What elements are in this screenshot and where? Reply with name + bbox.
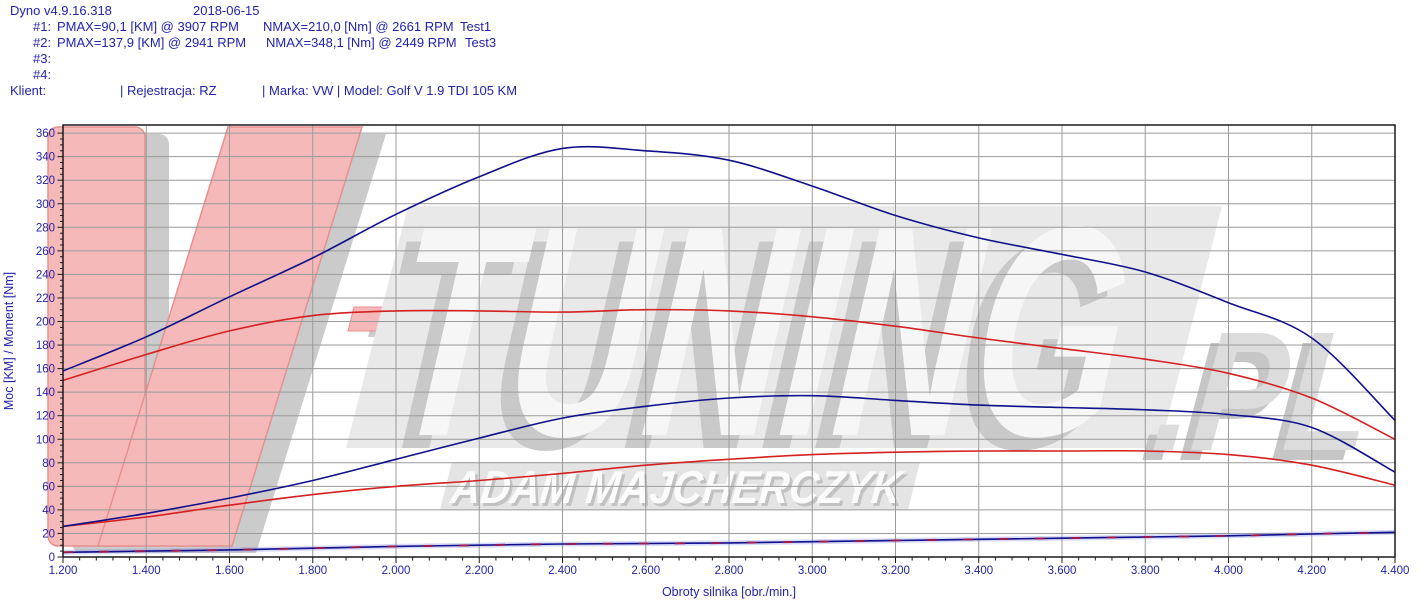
y-tick-label: 260 <box>36 246 55 258</box>
x-tick-label: 3.200 <box>881 565 910 577</box>
y-tick-label: 160 <box>36 364 55 376</box>
brand-main-text: TUNING <box>378 164 1143 499</box>
x-tick-label: 2.200 <box>465 565 494 577</box>
x-tick-label: 1.400 <box>132 565 161 577</box>
run3-id: #3: <box>33 51 52 66</box>
x-tick-label: 1.800 <box>298 565 327 577</box>
run1-pmax: PMAX=90,1 [KM] @ 3907 RPM <box>57 19 239 34</box>
brand-main-shadow: TUNING <box>361 177 1126 512</box>
y-tick-label: 0 <box>49 552 55 564</box>
y-tick-label: 180 <box>36 340 55 352</box>
author-shadow: ADAM MAJCHERCZYK <box>450 464 910 516</box>
brand-tld-shadow: .PL <box>1135 307 1370 496</box>
author-text: ADAM MAJCHERCZYK <box>448 461 908 513</box>
watermark: TUNING TUNING .PL .PL ADAM MAJCHERCZYK A… <box>47 126 1381 553</box>
y-tick-label: 120 <box>36 411 55 423</box>
run1-test: Test1 <box>460 19 492 34</box>
run1-id: #1: <box>33 19 52 34</box>
vehicle-info: | Marka: VW | Model: Golf V 1.9 TDI 105 … <box>262 83 518 98</box>
x-tick-label: 1.200 <box>49 565 78 577</box>
x-tick-label: 1.600 <box>215 565 244 577</box>
x-tick-label: 2.800 <box>715 565 744 577</box>
y-tick-label: 20 <box>42 528 55 540</box>
x-tick-label: 2.400 <box>548 565 577 577</box>
curve-moc-test1 <box>62 449 1396 528</box>
axis-ticks <box>57 132 1396 563</box>
curve-moment-test1 <box>62 308 1396 441</box>
y-tick-label: 100 <box>36 434 55 446</box>
curve-moc-test3 <box>62 394 1396 528</box>
run1-nmax: NMAX=210,0 [Nm] @ 2661 RPM <box>263 19 454 34</box>
y-tick-label: 300 <box>36 199 55 211</box>
x-tick-label: 3.400 <box>964 565 993 577</box>
x-tick-label: 4.400 <box>1381 565 1410 577</box>
x-axis-title: Obroty silnika [obr./min.] <box>662 585 796 599</box>
y-tick-label: 40 <box>42 505 55 517</box>
y-axis-title: Moc [KM] / Moment [Nm] <box>2 272 16 410</box>
run2-nmax: NMAX=348,1 [Nm] @ 2449 RPM <box>266 35 457 50</box>
y-tick-label: 220 <box>36 293 55 305</box>
report-date: 2018-06-15 <box>193 3 260 18</box>
x-tick-label: 2.600 <box>631 565 660 577</box>
x-tick-label: 4.200 <box>1297 565 1326 577</box>
curves <box>62 145 1396 555</box>
y-tick-label: 140 <box>36 387 55 399</box>
y-tick-label: 360 <box>36 128 55 140</box>
run2-pmax: PMAX=137,9 [KM] @ 2941 RPM <box>57 35 247 50</box>
report-header: Dyno v4.9.16.318 2018-06-15 #1: PMAX=90,… <box>0 0 1424 110</box>
axis-tick-labels: 1.200 1.400 1.600 1.800 2.000 2.200 2.400 2.600… <box>36 128 1410 577</box>
dyno-chart: TUNING TUNING .PL .PL ADAM MAJCHERCZYK A… <box>2 124 1410 599</box>
tuning-band <box>346 206 1222 448</box>
y-tick-label: 200 <box>36 317 55 329</box>
x-tick-label: 3.800 <box>1131 565 1160 577</box>
v-logo-left-stroke <box>47 126 146 547</box>
registration: | Rejestracja: RZ <box>120 83 217 98</box>
grid-lines <box>63 125 1395 557</box>
x-tick-label: 4.000 <box>1214 565 1243 577</box>
curve-aux-test1 <box>62 531 1396 554</box>
y-tick-label: 280 <box>36 222 55 234</box>
y-tick-label: 80 <box>42 458 55 470</box>
x-tick-label: 2.000 <box>382 565 411 577</box>
y-tick-label: 340 <box>36 152 55 164</box>
run2-test: Test3 <box>465 35 497 50</box>
curve-moment-test3 <box>62 145 1396 421</box>
x-tick-label: 3.600 <box>1048 565 1077 577</box>
y-tick-label: 240 <box>36 269 55 281</box>
y-tick-label: 60 <box>42 481 55 493</box>
client-label: Klient: <box>10 83 47 98</box>
run2-id: #2: <box>33 35 52 50</box>
x-tick-label: 3.000 <box>798 565 827 577</box>
y-tick-label: 320 <box>36 175 55 187</box>
author-text-group: ADAM MAJCHERCZYK ADAM MAJCHERCZYK <box>448 461 910 516</box>
app-version: Dyno v4.9.16.318 <box>10 3 112 18</box>
run4-id: #4: <box>33 67 52 82</box>
